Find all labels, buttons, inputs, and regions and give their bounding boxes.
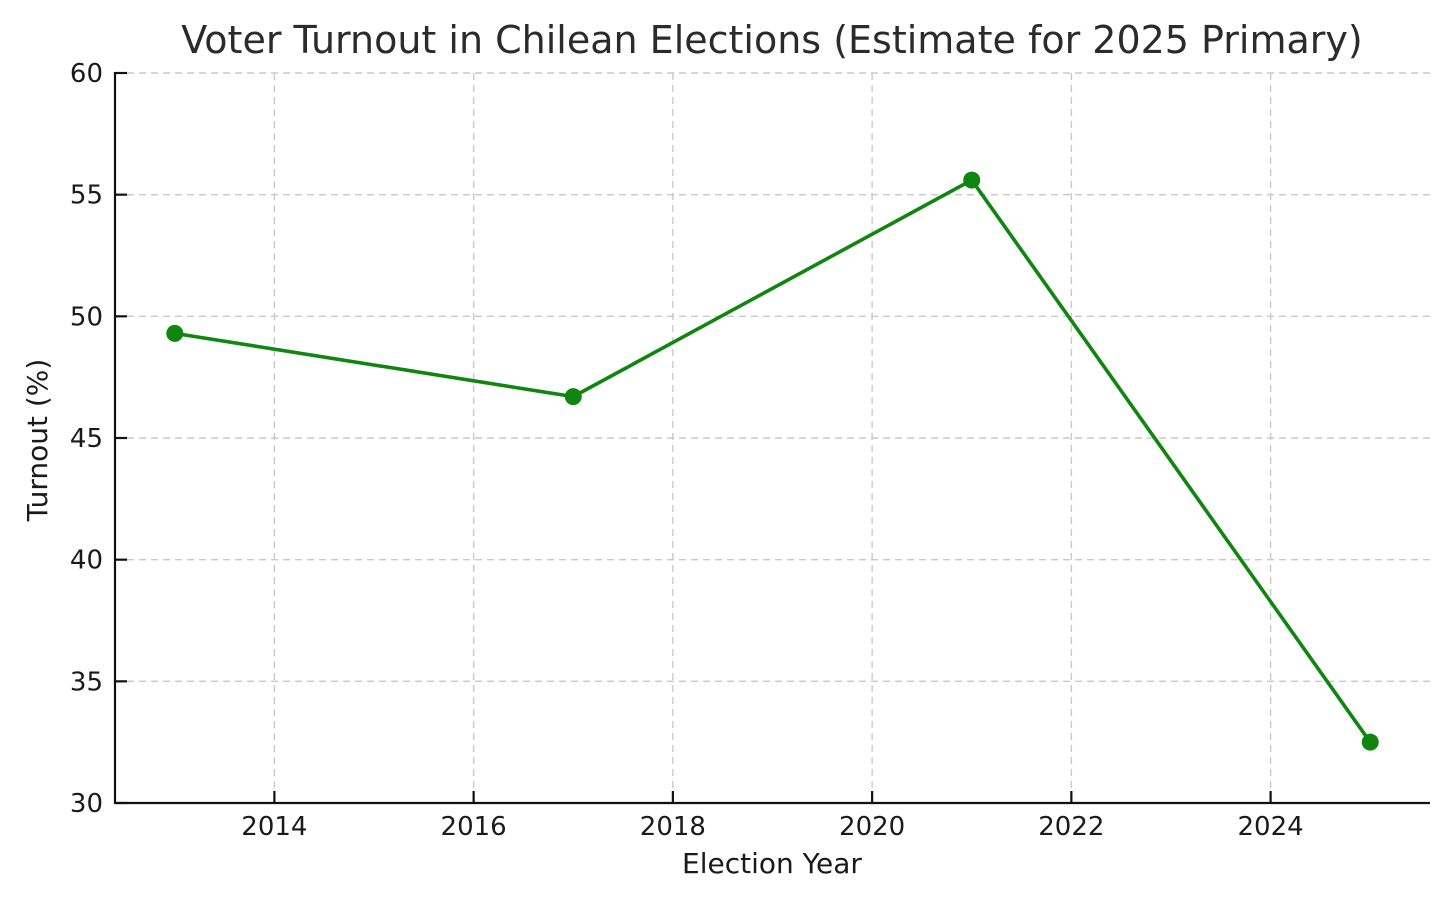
y-tick-label: 45 bbox=[70, 424, 103, 454]
x-tick-label: 2016 bbox=[441, 812, 507, 842]
chart-title: Voter Turnout in Chilean Elections (Esti… bbox=[181, 18, 1362, 62]
y-tick-label: 30 bbox=[70, 789, 103, 819]
data-point-marker bbox=[1361, 733, 1379, 751]
x-tick-label: 2018 bbox=[640, 812, 706, 842]
x-tick-label: 2022 bbox=[1038, 812, 1104, 842]
gridlines bbox=[115, 72, 1430, 804]
turnout-line bbox=[172, 178, 1373, 744]
x-tick-label: 2014 bbox=[241, 812, 307, 842]
tick-marks bbox=[115, 71, 1272, 805]
data-series bbox=[166, 171, 1379, 751]
y-tick-label: 55 bbox=[70, 181, 103, 211]
y-tick-label: 35 bbox=[70, 667, 103, 697]
x-tick-label: 2024 bbox=[1238, 812, 1304, 842]
data-point-marker bbox=[564, 388, 582, 406]
data-point-marker bbox=[963, 171, 981, 189]
y-axis-label: Turnout (%) bbox=[21, 359, 54, 523]
y-tick-label: 50 bbox=[70, 302, 103, 332]
data-point-marker bbox=[166, 324, 184, 342]
x-axis-label: Election Year bbox=[682, 847, 862, 880]
x-tick-label: 2020 bbox=[839, 812, 905, 842]
y-tick-label: 60 bbox=[70, 59, 103, 89]
y-tick-label: 40 bbox=[70, 546, 103, 576]
tick-labels: 30 35 40 45 50 55 60 2014 2016 2018 2020 2022 2024 bbox=[70, 59, 1304, 842]
